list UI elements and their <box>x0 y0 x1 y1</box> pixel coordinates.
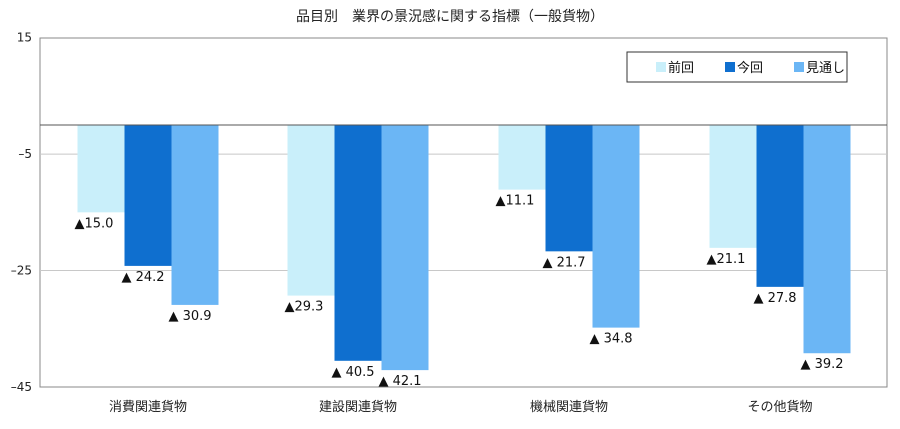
data-label: ▲ 40.5 <box>332 365 375 380</box>
data-label: ▲29.3 <box>285 300 324 315</box>
bar <box>334 125 382 361</box>
y-tick-label: 15 <box>17 31 32 45</box>
legend-label: 見通し <box>806 61 845 76</box>
x-tick-label: 消費関連貨物 <box>109 399 187 415</box>
data-label: ▲15.0 <box>75 216 114 231</box>
data-label: ▲ 21.7 <box>543 255 586 270</box>
x-tick-label: 建設関連貨物 <box>319 399 397 415</box>
data-label: ▲ 30.9 <box>169 309 212 324</box>
chart-title: 品目別 業界の景況感に関する指標（一般貨物） <box>296 8 604 25</box>
bars <box>77 125 851 371</box>
bar <box>77 125 125 213</box>
bar <box>756 125 804 287</box>
axes: 15 –5 –25 –45 消費関連貨物 建設関連貨物 機械関連貨物 その他貨物 <box>11 31 887 415</box>
legend-label: 前回 <box>668 60 694 76</box>
data-label: ▲ 27.8 <box>754 291 797 306</box>
y-tick-label: –5 <box>18 147 32 161</box>
data-label: ▲ 39.2 <box>801 357 844 372</box>
bar <box>171 125 219 305</box>
bar <box>592 125 640 328</box>
x-tick-label: 機械関連貨物 <box>530 399 608 415</box>
bar <box>124 125 172 266</box>
y-tick-label: –45 <box>11 380 32 394</box>
plot-area <box>39 37 888 388</box>
data-labels: ▲15.0 ▲ 24.2 ▲ 30.9 ▲29.3 ▲ 40.5 ▲ 42.1 ▲11.1 ▲… <box>75 194 844 389</box>
bar <box>709 125 757 248</box>
bar <box>498 125 546 190</box>
bar <box>287 125 335 296</box>
data-label: ▲ 34.8 <box>590 332 633 347</box>
data-label: ▲ 24.2 <box>122 270 165 285</box>
data-label: ▲11.1 <box>496 194 535 209</box>
y-tick-label: –25 <box>11 264 32 278</box>
bar <box>545 125 593 252</box>
legend-label: 今回 <box>737 60 763 76</box>
bar <box>803 125 851 354</box>
legend-swatch <box>794 62 804 72</box>
legend-swatch <box>656 62 666 72</box>
bar <box>381 125 429 371</box>
legend: 前回 今回 見通し <box>626 51 848 83</box>
legend-swatch <box>725 62 735 72</box>
x-tick-label: その他貨物 <box>747 399 812 415</box>
data-label: ▲ 42.1 <box>379 374 422 389</box>
data-label: ▲21.1 <box>707 252 746 267</box>
